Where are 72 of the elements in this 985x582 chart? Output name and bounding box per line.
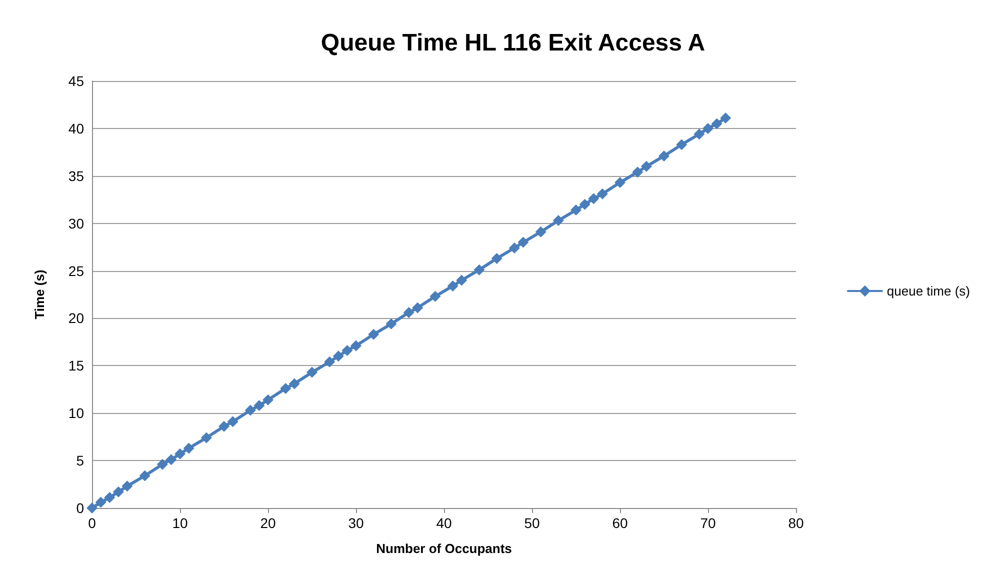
- point: [218, 420, 230, 432]
- point: [447, 280, 458, 292]
- point: [386, 318, 397, 330]
- point: [596, 188, 608, 200]
- y-tick-label: 30: [68, 215, 84, 232]
- point: [491, 252, 502, 264]
- x-tick-label: 60: [612, 515, 628, 531]
- x-tick-label: 70: [700, 515, 716, 531]
- point: [535, 226, 546, 238]
- point: [676, 139, 688, 150]
- point: [552, 214, 564, 226]
- y-tick-label: 15: [68, 358, 84, 374]
- point: [112, 486, 124, 498]
- chart-title: Queue Time HL 116 Exit Access A: [320, 30, 706, 56]
- y-tick-label: 45: [68, 73, 84, 89]
- x-tick-label: 0: [88, 515, 96, 531]
- point: [570, 204, 582, 216]
- x-tick-label: 50: [524, 515, 540, 531]
- point: [368, 328, 380, 340]
- x-tick-label: 80: [788, 515, 804, 531]
- y-tick-label: 5: [76, 452, 84, 469]
- y-tick-label: 35: [68, 168, 84, 184]
- point: [280, 382, 292, 394]
- point: [174, 448, 186, 460]
- point: [640, 160, 652, 172]
- point: [244, 404, 256, 416]
- point: [95, 496, 106, 508]
- point: [403, 307, 414, 318]
- point: [588, 193, 600, 204]
- point: [342, 344, 353, 356]
- point: [86, 502, 98, 514]
- point: [254, 400, 265, 412]
- point: [350, 340, 362, 352]
- point: [702, 122, 714, 134]
- y-tick-label: 0: [76, 500, 84, 516]
- y-tick-label: 25: [68, 262, 84, 279]
- point: [166, 454, 177, 466]
- point: [614, 177, 626, 188]
- point: [183, 442, 194, 454]
- x-tick-label: 20: [260, 515, 276, 531]
- point: [412, 302, 424, 314]
- point: [332, 350, 344, 362]
- point: [324, 356, 336, 368]
- point: [632, 166, 644, 178]
- x-tick-label: 10: [172, 515, 188, 531]
- point: [474, 264, 485, 276]
- point: [579, 198, 590, 210]
- y-tick-label: 10: [68, 405, 84, 422]
- point: [227, 416, 238, 428]
- point: [711, 118, 722, 130]
- legend-label: queue time (s): [886, 284, 970, 298]
- point: [139, 470, 150, 482]
- point: [694, 128, 705, 140]
- point: [518, 236, 529, 248]
- x-axis-title: Number of Occupants: [376, 541, 512, 556]
- point: [156, 458, 168, 470]
- point: [306, 366, 318, 378]
- point: [104, 492, 116, 504]
- y-tick-label: 20: [68, 310, 84, 326]
- point: [288, 378, 300, 390]
- point: [720, 112, 732, 124]
- point: [262, 394, 274, 406]
- point: [122, 480, 133, 492]
- y-tick-label: 40: [68, 120, 84, 136]
- point: [456, 274, 468, 286]
- x-tick-label: 40: [436, 515, 452, 531]
- y-axis-title: Time (s): [32, 270, 47, 320]
- point: [508, 242, 520, 254]
- point: [200, 432, 212, 444]
- point: [430, 290, 441, 302]
- point: [658, 150, 670, 162]
- x-tick-label: 30: [348, 515, 364, 531]
